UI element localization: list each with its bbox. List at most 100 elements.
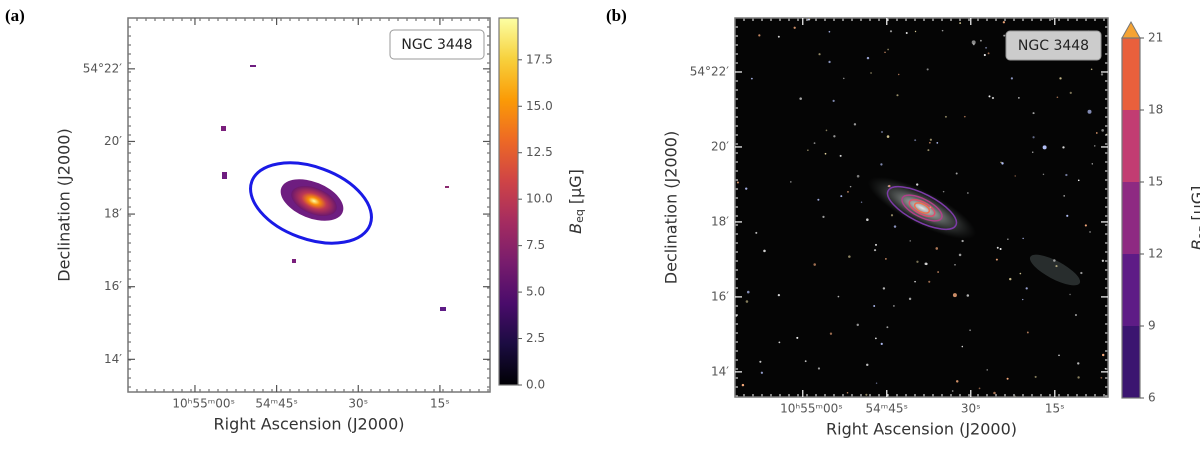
y-tick-label: 16′ <box>104 279 122 293</box>
star <box>1056 96 1059 99</box>
colorbar-label: Beq [μG] <box>566 169 587 234</box>
star <box>1101 353 1105 357</box>
star <box>793 26 796 29</box>
star <box>936 141 939 144</box>
star <box>1077 362 1080 365</box>
star <box>860 201 863 203</box>
star <box>763 249 766 253</box>
star <box>778 341 781 344</box>
star <box>758 34 761 37</box>
star <box>983 53 986 57</box>
colorbar-tick-label: 21 <box>1148 31 1163 45</box>
star <box>958 253 962 257</box>
star <box>1022 237 1024 240</box>
annotation: NGC 3448 <box>401 37 472 53</box>
star <box>745 187 748 190</box>
star <box>995 258 998 261</box>
star <box>929 138 932 141</box>
colorbar-subscript: eq <box>573 209 586 223</box>
star <box>1002 21 1006 24</box>
colorbar-tick-label: 15 <box>1148 175 1163 189</box>
star <box>866 363 869 367</box>
star <box>885 258 887 260</box>
star <box>1069 91 1072 95</box>
colorbar-level <box>1122 38 1140 110</box>
star <box>999 247 1002 250</box>
star <box>1100 73 1104 76</box>
x-tick-label: 30ˢ <box>961 402 981 416</box>
star <box>870 72 872 74</box>
colorbar-symbol: B <box>1188 239 1200 250</box>
star <box>839 154 842 157</box>
star <box>1055 264 1058 268</box>
star <box>985 46 988 49</box>
colorbar-tick-label: 15.0 <box>526 99 553 113</box>
star <box>892 304 895 307</box>
star <box>897 73 900 76</box>
star <box>955 172 958 175</box>
star <box>832 99 835 102</box>
x-tick-label: 10ʰ55ᵐ00ˢ <box>172 397 235 411</box>
star <box>954 263 956 266</box>
y-tick-label: 18′ <box>711 214 729 228</box>
star <box>986 369 988 371</box>
star <box>987 52 990 55</box>
star <box>993 391 996 395</box>
star <box>875 337 877 340</box>
star <box>961 239 964 243</box>
star <box>926 68 929 71</box>
star <box>813 263 816 266</box>
star <box>980 39 982 42</box>
x-axis-label: Right Ascension (J2000) <box>826 420 1017 439</box>
y-tick-label: 18′ <box>104 207 122 221</box>
star <box>1032 112 1035 115</box>
star <box>875 382 878 384</box>
star <box>959 22 962 24</box>
x-axis-label: Right Ascension (J2000) <box>214 415 405 434</box>
colorbar-unit: [μG] <box>1188 186 1200 221</box>
star <box>952 293 957 298</box>
annotation-box <box>1005 30 1102 61</box>
star <box>916 183 919 186</box>
star <box>881 131 883 134</box>
star <box>1077 179 1080 182</box>
star <box>969 329 971 332</box>
star <box>1025 287 1028 290</box>
star <box>1094 145 1096 147</box>
star <box>745 300 749 303</box>
star <box>971 40 976 45</box>
axes-frame <box>127 17 491 393</box>
star <box>916 260 919 263</box>
star <box>896 94 899 97</box>
x-tick-label: 15ˢ <box>1045 402 1065 416</box>
star <box>799 97 802 100</box>
star <box>972 43 975 46</box>
star <box>927 149 930 152</box>
y-tick-label: 20′ <box>711 139 729 153</box>
star <box>1034 375 1037 378</box>
star <box>1089 231 1091 233</box>
colorbar-frame <box>1121 37 1141 399</box>
star <box>1001 162 1004 165</box>
star <box>1090 68 1093 71</box>
star <box>935 247 939 250</box>
star <box>1065 173 1068 177</box>
colorbar-tick-label: 5.0 <box>526 285 545 299</box>
star <box>856 323 859 327</box>
star <box>1087 109 1092 114</box>
x-tick-label: 15ˢ <box>430 397 450 411</box>
colorbar-symbol: B <box>566 223 585 234</box>
star <box>886 135 890 138</box>
colorbar-subscript: eq <box>1195 226 1200 240</box>
star <box>996 246 999 249</box>
y-tick-label: 14′ <box>104 352 122 366</box>
axes-frame <box>734 17 1109 398</box>
star <box>842 77 845 80</box>
star <box>914 139 917 142</box>
x-tick-label: 30ˢ <box>348 397 368 411</box>
star <box>755 231 758 234</box>
star <box>937 271 939 273</box>
panel-label: (b) <box>606 6 627 25</box>
star <box>1053 259 1056 262</box>
star <box>914 30 917 33</box>
